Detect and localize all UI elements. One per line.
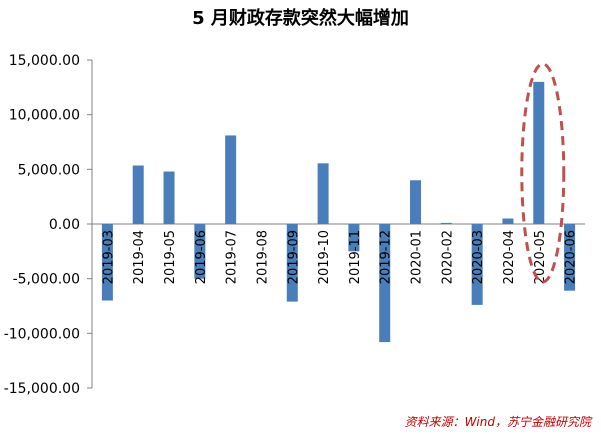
bar-2019-03 [101,224,113,301]
x-tick-label: 2019-06 [194,230,209,284]
bar-2019-04 [132,165,144,224]
chart-title: 5 月财政存款突然大幅增加 [192,8,409,29]
y-tick-label: 0.00 [49,217,80,233]
bar-2020-05 [533,81,545,224]
y-tick-label: 10,000.00 [9,108,80,124]
bar-2020-02 [440,222,452,224]
x-tick-label: 2020-03 [471,230,486,284]
bars [101,81,576,343]
highlight-annotation [520,62,566,284]
x-tick-label: 2019-12 [379,230,394,284]
bar-2019-06 [194,224,206,279]
y-tick-label: -10,000.00 [4,326,80,342]
x-tick-label: 2019-05 [163,230,178,284]
y-tick-label: 15,000.00 [9,53,80,69]
bar-2020-04 [502,218,514,224]
x-tick-label: 2019-11 [348,230,363,284]
highlight-ellipse [520,62,566,284]
y-tick-label: -5,000.00 [13,272,80,288]
x-tick-label: 2020-02 [440,230,455,284]
y-axis: 15,000.00 10,000.00 5,000.00 0.00 -5,000.00 -… [4,53,585,397]
x-tick-label: 2020-04 [502,230,517,284]
x-tick-label: 2020-05 [533,230,548,284]
bar-2019-09 [286,224,298,302]
x-axis-labels: 2019-03 2019-04 2019-05 2019-06 2019-07 2019-… [101,230,578,284]
x-tick-label: 2019-08 [255,230,270,284]
bar-2019-12 [379,224,391,343]
y-tick-label: -15,000.00 [4,381,80,397]
source-note: 资料来源：Wind，苏宁金融研究院 [404,415,591,429]
bar-2020-01 [410,180,422,224]
x-tick-label: 2019-09 [286,230,301,284]
x-tick-label: 2020-06 [564,230,579,284]
x-tick-label: 2020-01 [410,230,425,284]
bar-2019-11 [348,224,360,252]
bar-2019-05 [163,171,175,224]
bar-2019-07 [225,135,237,224]
x-tick-label: 2019-07 [225,230,240,284]
x-tick-label: 2019-03 [101,230,116,284]
x-tick-label: 2019-04 [132,230,147,284]
bar-2020-03 [471,224,483,305]
bar-2019-10 [317,163,329,224]
y-tick-label: 5,000.00 [18,162,80,178]
x-tick-label: 2019-10 [317,230,332,284]
bar-2020-06 [564,224,576,291]
